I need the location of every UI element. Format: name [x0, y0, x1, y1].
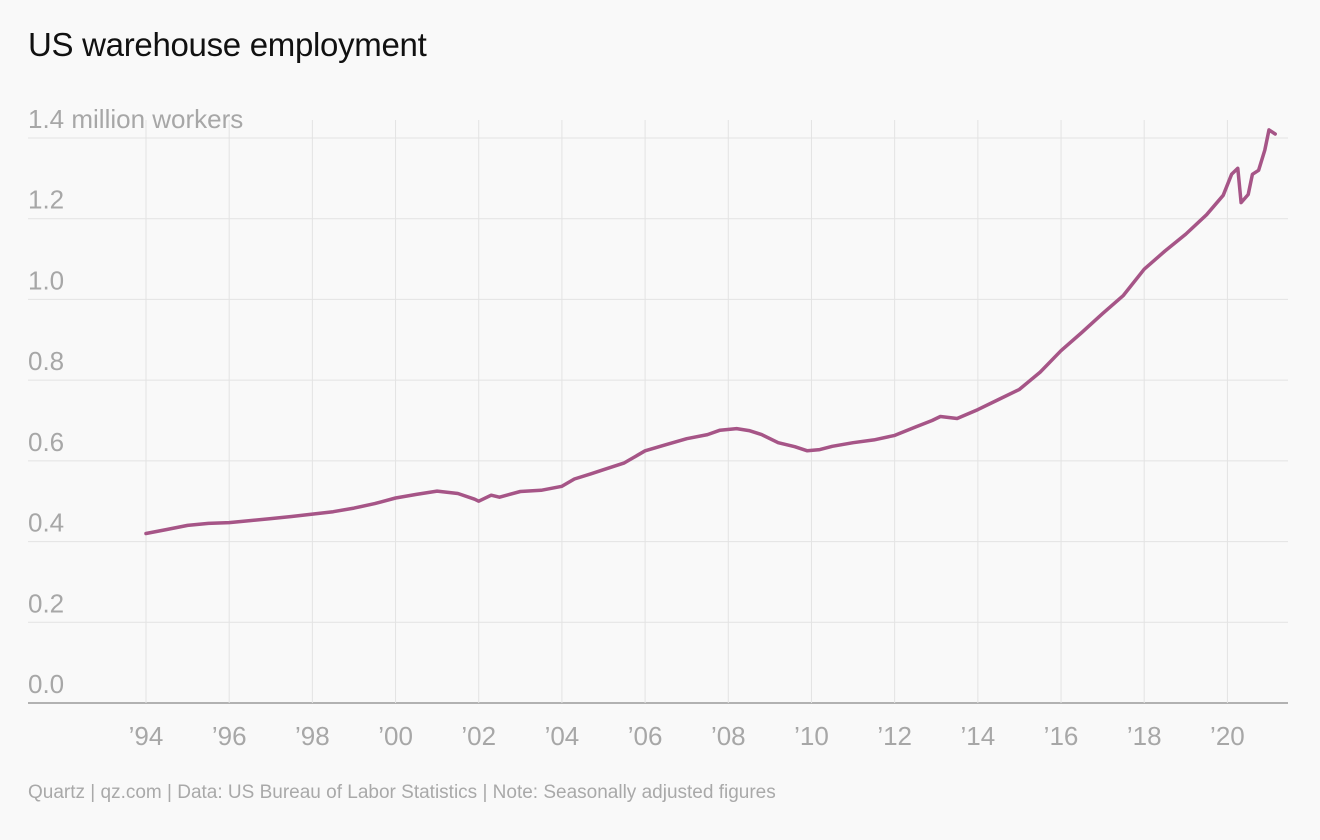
- y-tick-label: 1.2: [28, 185, 64, 215]
- x-tick-label: ’02: [461, 721, 496, 751]
- x-tick-label: ’16: [1044, 721, 1079, 751]
- x-tick-label: ’14: [961, 721, 996, 751]
- y-tick-label: 0.0: [28, 669, 64, 699]
- y-tick-label: 0.8: [28, 346, 64, 376]
- y-tick-label: 0.2: [28, 588, 64, 618]
- y-tick-label: 1.0: [28, 265, 64, 295]
- x-tick-label: ’00: [378, 721, 413, 751]
- x-tick-label: ’20: [1210, 721, 1245, 751]
- x-tick-label: ’96: [212, 721, 247, 751]
- x-tick-label: ’10: [794, 721, 829, 751]
- y-tick-label: 1.4 million workers: [28, 104, 243, 134]
- y-tick-label: 0.4: [28, 508, 64, 538]
- x-tick-label: ’06: [628, 721, 663, 751]
- x-tick-label: ’98: [295, 721, 330, 751]
- x-tick-label: ’04: [545, 721, 580, 751]
- x-tick-label: ’18: [1127, 721, 1162, 751]
- chart-title: US warehouse employment: [28, 26, 427, 63]
- series-line: [144, 128, 1277, 536]
- source-footer: Quartz | qz.com | Data: US Bureau of Lab…: [28, 782, 776, 803]
- y-tick-label: 0.6: [28, 427, 64, 457]
- x-tick-label: ’12: [877, 721, 912, 751]
- x-tick-label: ’94: [129, 721, 164, 751]
- x-tick-label: ’08: [711, 721, 746, 751]
